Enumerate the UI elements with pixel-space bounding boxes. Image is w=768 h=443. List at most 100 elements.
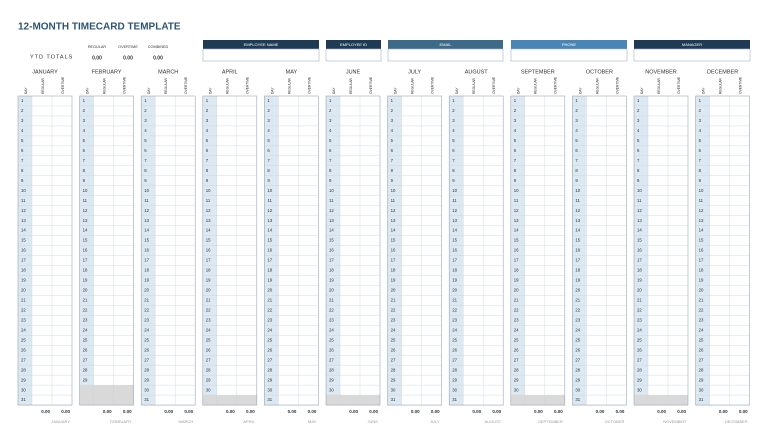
day-number: 8 — [21, 168, 24, 173]
ytd-header: COMBINED — [148, 45, 169, 49]
day-number: 26 — [144, 347, 149, 352]
day-number: 24 — [391, 327, 396, 332]
column-header: OVERTIME — [184, 76, 188, 94]
day-number: 25 — [329, 337, 334, 342]
day-number: 17 — [699, 258, 704, 263]
day-number: 10 — [452, 188, 457, 193]
day-number: 12 — [514, 208, 519, 213]
column-header: REGULAR — [349, 77, 353, 94]
column-header: OVERTIME — [61, 76, 65, 94]
day-number: 17 — [329, 258, 334, 263]
day-number: 18 — [21, 268, 26, 273]
day-number: 21 — [21, 298, 26, 303]
day-number: 6 — [144, 148, 147, 153]
day-number: 13 — [329, 218, 334, 223]
day-number: 9 — [83, 178, 86, 183]
day-number: 6 — [206, 148, 209, 153]
day-number: 12 — [329, 208, 334, 213]
month-total: 0.00 — [226, 409, 235, 414]
day-number: 12 — [83, 208, 88, 213]
column-header: DAY — [270, 87, 274, 94]
day-column — [202, 96, 217, 406]
day-number: 21 — [83, 298, 88, 303]
day-number: 21 — [329, 298, 334, 303]
day-number: 11 — [329, 198, 334, 203]
day-number: 23 — [21, 317, 26, 322]
column-header: DAY — [85, 87, 89, 94]
day-number: 3 — [514, 118, 517, 123]
day-number: 10 — [514, 188, 519, 193]
month-total: 0.00 — [61, 409, 70, 414]
day-number: 5 — [452, 138, 455, 143]
day-number: 31 — [267, 397, 272, 402]
day-number: 14 — [267, 228, 272, 233]
unused-cell — [79, 395, 134, 406]
month-total: 0.00 — [596, 409, 605, 414]
day-number: 27 — [452, 357, 457, 362]
day-number: 20 — [575, 288, 580, 293]
month-total: 0.00 — [246, 409, 255, 414]
day-number: 23 — [83, 317, 88, 322]
day-number: 25 — [144, 337, 149, 342]
day-number: 26 — [452, 347, 457, 352]
day-number: 4 — [21, 128, 24, 133]
day-number: 3 — [637, 118, 640, 123]
day-number: 3 — [83, 118, 86, 123]
day-number: 26 — [637, 347, 642, 352]
day-number: 7 — [21, 158, 24, 163]
month-total: 0.00 — [288, 409, 297, 414]
day-number: 23 — [267, 317, 272, 322]
column-header: OVERTIME — [122, 76, 126, 94]
day-number: 20 — [267, 288, 272, 293]
ytd-value: 0.00 — [153, 55, 163, 61]
month-total: 0.00 — [308, 409, 317, 414]
day-number: 13 — [699, 218, 704, 223]
month-total: 0.00 — [554, 409, 563, 414]
day-number: 15 — [329, 238, 334, 243]
day-number: 19 — [699, 278, 704, 283]
day-number: 19 — [329, 278, 334, 283]
unused-cell — [326, 395, 380, 406]
day-column — [326, 96, 340, 406]
day-number: 23 — [452, 317, 457, 322]
day-number: 20 — [514, 288, 519, 293]
day-number: 25 — [575, 337, 580, 342]
day-number: 11 — [144, 198, 149, 203]
day-number: 5 — [83, 138, 86, 143]
day-number: 30 — [206, 387, 211, 392]
day-number: 2 — [575, 108, 578, 113]
day-number: 17 — [637, 258, 642, 263]
day-number: 18 — [83, 268, 88, 273]
day-number: 16 — [391, 248, 396, 253]
day-number: 19 — [452, 278, 457, 283]
day-number: 16 — [699, 248, 704, 253]
day-number: 29 — [391, 377, 396, 382]
day-number: 24 — [329, 327, 334, 332]
day-number: 4 — [267, 128, 270, 133]
day-number: 29 — [514, 377, 519, 382]
day-number: 30 — [391, 387, 396, 392]
day-number: 29 — [637, 377, 642, 382]
unused-cell — [510, 395, 565, 406]
day-number: 26 — [206, 347, 211, 352]
day-number: 7 — [575, 158, 578, 163]
day-number: 11 — [575, 198, 580, 203]
day-number: 5 — [514, 138, 517, 143]
day-number: 3 — [391, 118, 394, 123]
month-footer: DECEMBER — [725, 419, 748, 424]
info-header: MANAGER — [682, 42, 702, 47]
day-number: 28 — [206, 367, 211, 372]
day-number: 27 — [144, 357, 149, 362]
month-border — [572, 95, 627, 406]
day-number: 24 — [514, 327, 519, 332]
month-border — [695, 95, 750, 406]
day-number: 3 — [21, 118, 24, 123]
day-number: 21 — [144, 298, 149, 303]
day-number: 8 — [637, 168, 640, 173]
day-number: 30 — [452, 387, 457, 392]
day-number: 14 — [699, 228, 704, 233]
day-number: 2 — [21, 108, 24, 113]
day-number: 19 — [267, 278, 272, 283]
day-number: 7 — [83, 158, 86, 163]
day-number: 6 — [329, 148, 332, 153]
